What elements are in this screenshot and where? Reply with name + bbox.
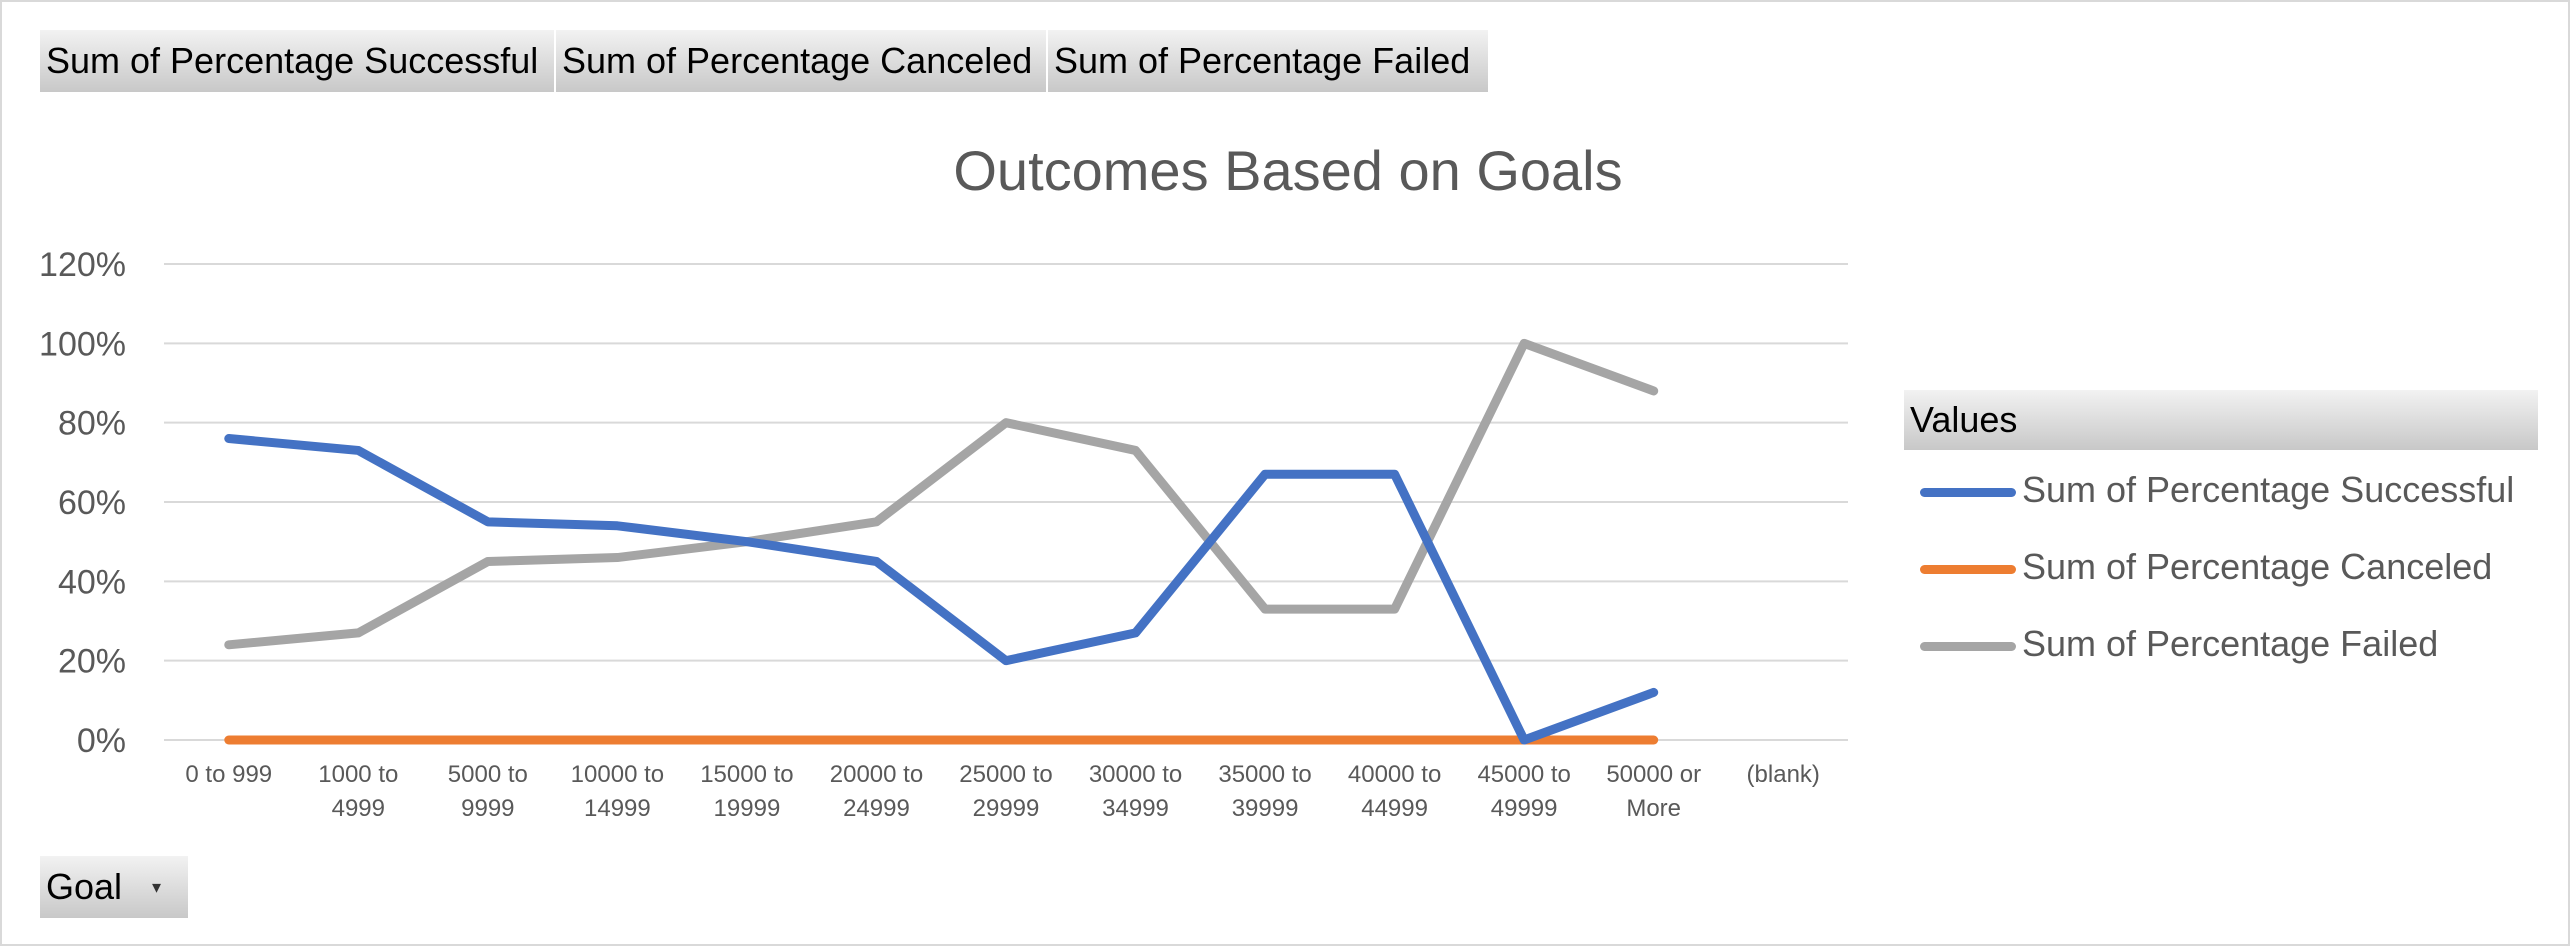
y-tick-label: 80% [58, 405, 126, 443]
legend-label: Sum of Percentage Canceled [2022, 546, 2493, 587]
y-axis-ticks: 0% 20% 40% 60% 80% 100% 120% [39, 246, 126, 760]
x-tick-label: 10000 to 14999 [571, 761, 664, 822]
x-tick-label: 40000 to 44999 [1348, 761, 1441, 822]
legend-item[interactable]: Sum of Percentage Successful [1920, 465, 2514, 515]
chart-title: Outcomes Based on Goals [953, 139, 1622, 202]
x-tick-label: 35000 to 39999 [1218, 761, 1311, 822]
y-tick-label: 60% [58, 484, 126, 522]
legend-swatch [1920, 641, 2016, 651]
x-tick-label: (blank) [1747, 761, 1820, 788]
series-lines [224, 338, 1659, 745]
x-tick-label: 30000 to 34999 [1089, 761, 1182, 822]
goal-label: Goal [46, 866, 123, 907]
legend-label: Sum of Percentage Successful [2022, 469, 2515, 510]
legend-label: Sum of Percentage Failed [2022, 623, 2439, 664]
y-tick-label: 0% [77, 722, 126, 760]
legend-swatch [1920, 564, 2016, 574]
legend-item[interactable]: Sum of Percentage Canceled [1920, 542, 2492, 592]
field-button-failed[interactable]: Sum of Percentage Failed [1048, 30, 1490, 92]
field-button-canceled[interactable]: Sum of Percentage Canceled [556, 30, 1048, 92]
y-tick-label: 100% [39, 325, 126, 363]
x-tick-label: 50000 or More [1606, 761, 1701, 822]
y-tick-label: 40% [58, 563, 126, 601]
x-tick-label: 15000 to 19999 [700, 761, 793, 822]
x-tick-label: 20000 to 24999 [830, 761, 923, 822]
dropdown-arrow-icon[interactable]: ▾ [152, 877, 162, 897]
legend-item[interactable]: Sum of Percentage Failed [1920, 619, 2438, 669]
x-tick-label: 1000 to 4999 [318, 761, 398, 822]
x-tick-label: 25000 to 29999 [959, 761, 1052, 822]
legend-title[interactable]: Values [1904, 390, 2538, 450]
x-tick-label: 5000 to 9999 [448, 761, 528, 822]
goal-filter-button[interactable]: Goal ▾ [40, 856, 188, 918]
series-line-0[interactable] [224, 434, 1659, 745]
y-tick-label: 20% [58, 643, 126, 681]
x-tick-label: 0 to 999 [185, 761, 272, 788]
series-line-2[interactable] [224, 338, 1659, 650]
x-tick-label: 45000 to 49999 [1477, 761, 1570, 822]
legend-swatch [1920, 487, 2016, 497]
gridlines [164, 263, 1848, 741]
field-button-successful[interactable]: Sum of Percentage Successful [40, 30, 556, 92]
y-tick-label: 120% [39, 246, 126, 284]
x-axis-ticks: 0 to 999 1000 to 4999 5000 to 9999 10000 to 14… [185, 761, 1820, 822]
